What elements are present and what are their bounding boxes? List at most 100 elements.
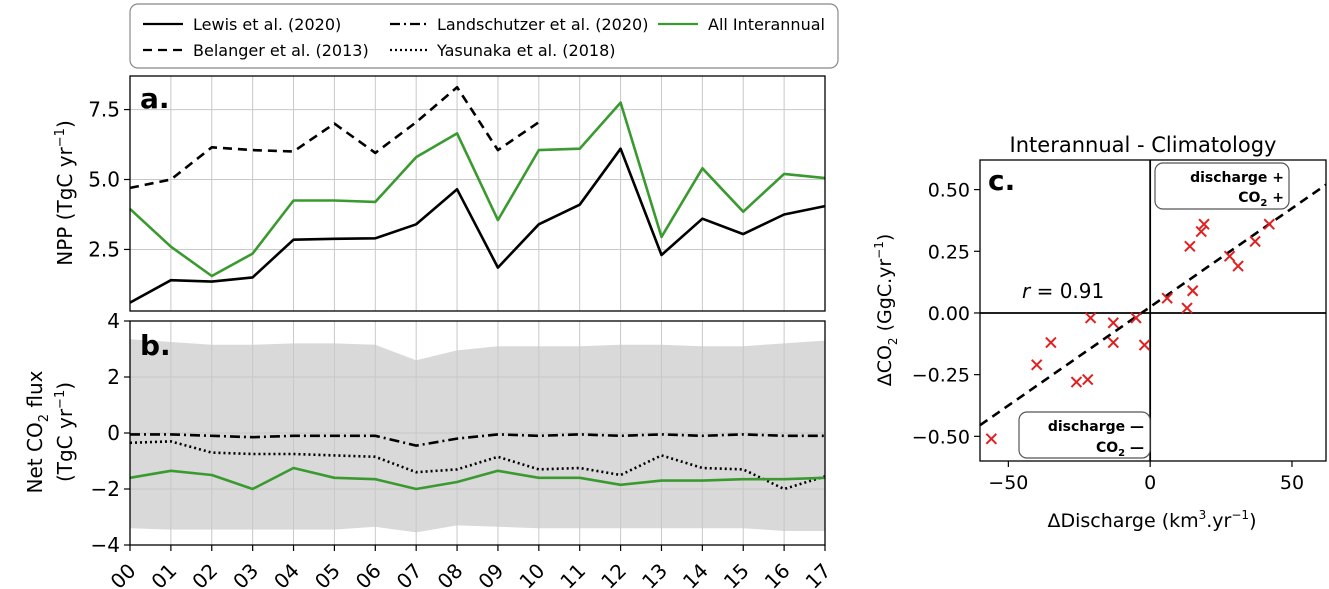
series-line-all_interannual bbox=[129, 101, 826, 278]
x-tick-label: 01 bbox=[146, 559, 181, 589]
panel-c-points bbox=[985, 218, 1275, 445]
annotation-top-line1: discharge + bbox=[1190, 170, 1284, 186]
legend-label-landschutzer: Landschutzer et al. (2020) bbox=[437, 15, 648, 34]
scatter-point bbox=[1223, 250, 1236, 262]
x-tick-label: 16 bbox=[760, 559, 795, 589]
y-tick-label: 2 bbox=[107, 365, 120, 389]
x-tick-label: 0 bbox=[1144, 472, 1156, 494]
y-tick-label: 0 bbox=[107, 421, 120, 445]
panel-c-scatter: Interannual - Climatology −50 0 50 −0.50 −0.… bbox=[872, 133, 1327, 532]
scatter-point bbox=[1138, 339, 1151, 351]
scatter-point bbox=[1107, 317, 1120, 329]
panel-b-frame bbox=[129, 320, 826, 546]
annotation-bottom-line2: CO2 — bbox=[1096, 440, 1144, 459]
x-tick-label: 04 bbox=[269, 559, 304, 589]
legend-label-belanger: Belanger et al. (2013) bbox=[193, 41, 369, 60]
panel-b-series bbox=[129, 433, 826, 491]
panel-a-series bbox=[129, 85, 826, 304]
series-line-all_interannual bbox=[129, 466, 826, 491]
panel-c-zero-lines bbox=[980, 160, 1326, 461]
panel-c-xlabel: ΔDischarge (km3.yr−1) bbox=[1047, 508, 1256, 532]
scatter-point bbox=[1161, 292, 1173, 304]
scatter-point bbox=[1232, 260, 1244, 272]
panel-a-yticks: 2.5 5.0 7.5 bbox=[88, 98, 130, 261]
panel-c-ticks: −50 0 50 −0.50 −0.25 0.00 0.25 0.50 bbox=[912, 180, 1304, 494]
y-tick-label: −0.25 bbox=[912, 365, 970, 387]
scatter-point bbox=[1181, 302, 1193, 314]
regression-fit-line bbox=[979, 183, 1327, 427]
y-tick-label: 2.5 bbox=[88, 237, 120, 261]
scatter-point bbox=[1263, 218, 1275, 230]
x-tick-label: −50 bbox=[988, 472, 1028, 494]
panel-c-fit-group bbox=[979, 183, 1327, 427]
scatter-point bbox=[1184, 240, 1196, 253]
y-tick-label: 0.00 bbox=[928, 303, 970, 325]
x-tick-label: 06 bbox=[351, 559, 386, 589]
scatter-point bbox=[1084, 312, 1097, 324]
annotation-bottom-line1: discharge — bbox=[1048, 419, 1144, 435]
y-tick-label: 4 bbox=[107, 309, 120, 333]
panel-c-r-value: r = 0.91 bbox=[1022, 279, 1104, 303]
panel-b-xticks: 00 01 02 03 04 05 06 07 08 09 10 11 12 13 14 15 16 17 bbox=[106, 545, 836, 589]
panel-b-yticks: −4 −2 0 2 4 bbox=[91, 309, 130, 557]
x-tick-label: 10 bbox=[514, 559, 549, 589]
panel-b-ylabel-line2: (TgC yr−1) bbox=[53, 382, 77, 482]
y-tick-label: 7.5 bbox=[88, 98, 120, 122]
scatter-point bbox=[1045, 336, 1057, 349]
x-tick-label: 13 bbox=[637, 559, 672, 589]
legend: Lewis et al. (2020) Belanger et al. (201… bbox=[129, 3, 839, 69]
scatter-point bbox=[1130, 312, 1142, 324]
x-tick-label: 15 bbox=[719, 559, 754, 589]
scatter-point bbox=[1031, 359, 1043, 371]
panel-a-npp: 2.5 5.0 7.5 a. NPP (TgC yr−1) bbox=[53, 75, 826, 312]
y-tick-label: −0.50 bbox=[912, 426, 970, 448]
series-line-belanger bbox=[129, 85, 540, 190]
panel-a-label: a. bbox=[140, 82, 170, 115]
panel-c-label: c. bbox=[988, 164, 1015, 197]
x-tick-label: 14 bbox=[678, 559, 713, 589]
x-tick-label: 08 bbox=[433, 559, 468, 589]
legend-label-all-interannual: All Interannual bbox=[708, 15, 825, 34]
panel-a-grid bbox=[129, 76, 826, 311]
x-tick-label: 02 bbox=[187, 559, 222, 589]
y-tick-label: −2 bbox=[91, 477, 120, 501]
y-tick-label: −4 bbox=[91, 533, 120, 557]
y-tick-label: 5.0 bbox=[88, 168, 120, 192]
panel-c-frame bbox=[979, 159, 1327, 462]
annotation-bottom-box bbox=[1018, 411, 1151, 459]
scatter-point bbox=[1082, 373, 1094, 386]
x-tick-label: 07 bbox=[392, 559, 427, 589]
series-line-lewis bbox=[129, 147, 826, 304]
panel-c-title: Interannual - Climatology bbox=[1010, 133, 1277, 157]
x-tick-label: 12 bbox=[596, 559, 631, 589]
panel-a-ylabel: NPP (TgC yr−1) bbox=[53, 120, 77, 266]
x-tick-label: 50 bbox=[1280, 472, 1304, 494]
x-tick-label: 03 bbox=[228, 559, 263, 589]
x-tick-label: 09 bbox=[474, 559, 509, 589]
scatter-point bbox=[1107, 336, 1120, 349]
legend-label-yasunaka: Yasunaka et al. (2018) bbox=[436, 41, 616, 60]
annotation-top-line2: CO2 + bbox=[1238, 190, 1284, 209]
x-tick-label: 00 bbox=[106, 559, 141, 589]
scatter-point bbox=[1249, 235, 1261, 248]
scatter-point bbox=[985, 433, 998, 445]
annotation-top-box bbox=[1154, 162, 1290, 210]
y-tick-label: 0.50 bbox=[928, 180, 970, 202]
panel-c-ylabel: ΔCO2 (GgC.yr−1) bbox=[872, 234, 900, 387]
x-tick-label: 17 bbox=[801, 559, 836, 589]
scatter-point bbox=[1198, 218, 1210, 230]
panel-a-frame bbox=[129, 75, 826, 312]
scatter-point bbox=[1195, 225, 1207, 238]
legend-label-lewis: Lewis et al. (2020) bbox=[193, 15, 341, 34]
panel-b-label: b. bbox=[140, 329, 171, 362]
scatter-point bbox=[1186, 285, 1199, 297]
x-tick-label: 11 bbox=[555, 559, 590, 589]
x-tick-label: 05 bbox=[310, 559, 345, 589]
series-line-landschutzer bbox=[130, 433, 825, 447]
panel-b-ylabel-line1: Net CO2 flux bbox=[23, 370, 52, 493]
scatter-point bbox=[1070, 376, 1083, 388]
legend-frame bbox=[129, 3, 839, 69]
y-tick-label: 0.25 bbox=[928, 241, 970, 263]
